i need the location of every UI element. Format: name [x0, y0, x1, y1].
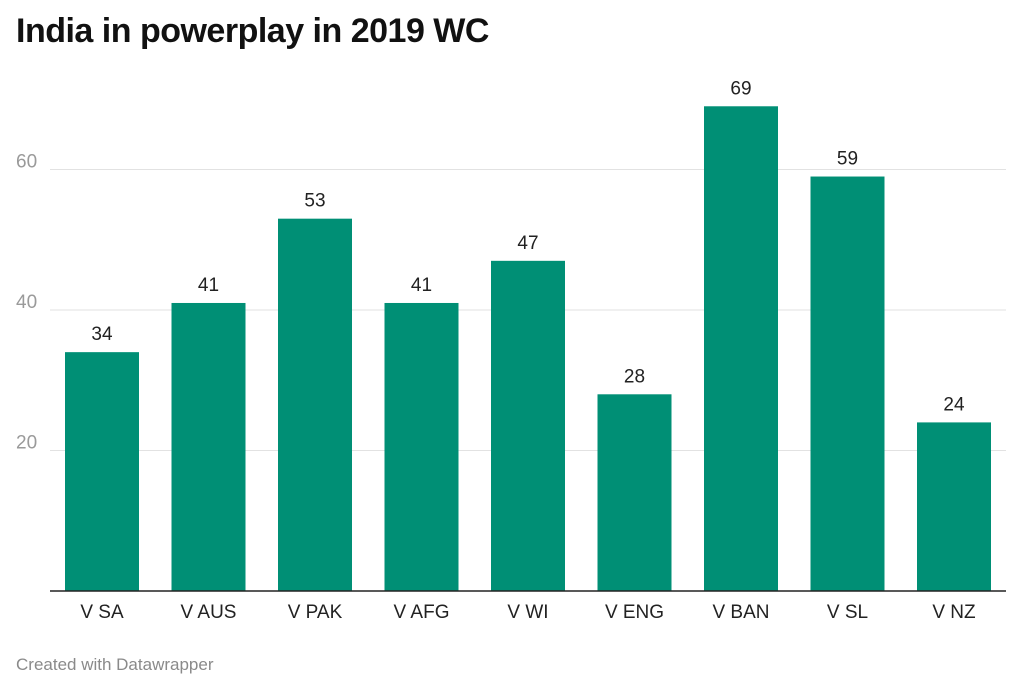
- data-label: 53: [304, 191, 325, 212]
- y-tick-label: 20: [16, 433, 37, 454]
- bar-v-sa: [65, 352, 139, 591]
- bar-v-aus: [171, 302, 246, 591]
- bar-v-pak: [278, 218, 352, 592]
- y-tick-label: 40: [16, 292, 37, 313]
- data-label: 41: [198, 275, 219, 296]
- data-label: 59: [837, 149, 858, 170]
- data-labels: 34 41 53 41 47 28 69 59 24: [91, 78, 965, 415]
- bar-v-ban: [704, 106, 778, 592]
- data-label: 41: [411, 275, 432, 296]
- data-label: 24: [943, 394, 965, 415]
- y-tick-label: 60: [16, 152, 37, 173]
- x-axis: V SA V AUS V PAK V AFG V WI V ENG V BAN V SL V N…: [50, 590, 1006, 623]
- data-label: 34: [91, 324, 113, 345]
- x-tick-label: V NZ: [932, 602, 976, 623]
- bar-v-afg: [384, 302, 459, 591]
- bar-v-nz: [917, 422, 991, 591]
- data-label: 69: [730, 78, 751, 99]
- x-tick-label: V PAK: [288, 602, 343, 623]
- x-tick-label: V ENG: [605, 602, 664, 623]
- chart-title: India in powerplay in 2019 WC: [16, 12, 489, 50]
- footer-credit: Created with Datawrapper: [16, 655, 214, 674]
- x-tick-label: V AFG: [394, 602, 450, 623]
- bar-v-eng: [597, 394, 672, 591]
- bar-v-sl: [810, 176, 885, 591]
- x-tick-label: V BAN: [712, 602, 769, 623]
- x-tick-label: V SA: [80, 602, 124, 623]
- bar-v-wi: [491, 260, 565, 591]
- data-label: 47: [517, 233, 538, 254]
- x-tick-label: V WI: [507, 602, 548, 623]
- x-tick-label: V SL: [827, 602, 868, 623]
- x-tick-label: V AUS: [181, 602, 237, 623]
- bars: [65, 106, 991, 592]
- data-label: 28: [624, 366, 645, 387]
